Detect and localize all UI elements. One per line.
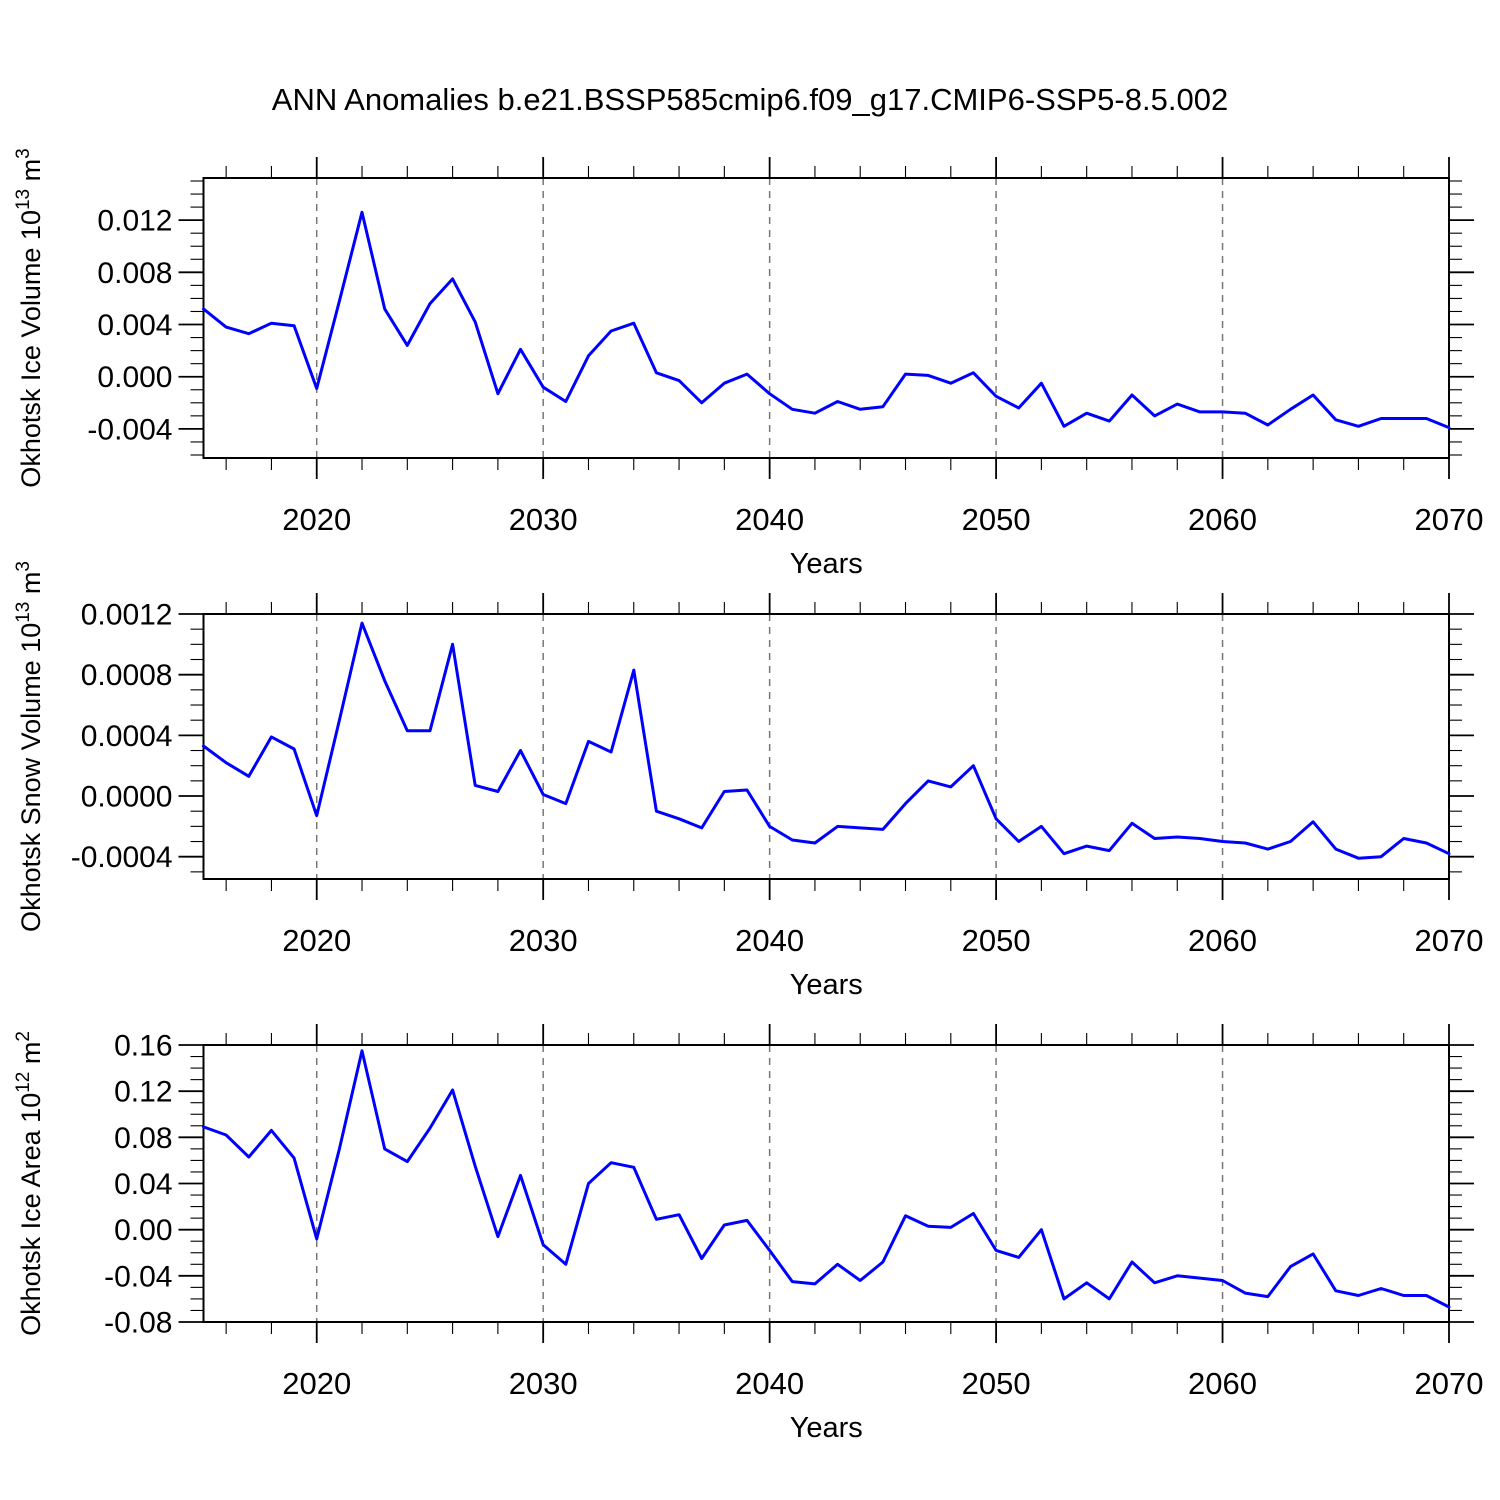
y-tick-label: 0.0008 [81,659,173,692]
chart-title: ANN Anomalies b.e21.BSSP585cmip6.f09_g17… [271,82,1229,117]
x-tick-label: 2050 [962,502,1031,537]
y-tick-label: 0.008 [97,257,172,290]
x-tick-label: 2060 [1188,923,1257,958]
x-tick-label: 2030 [509,502,578,537]
x-tick-label: 2020 [282,923,351,958]
x-axis-title: Years [790,969,863,1001]
plot-frame [202,613,1450,880]
y-axis-title: Okhotsk Ice Area 1012 m2 [13,1031,46,1336]
y-tick-label: 0.0000 [81,781,173,814]
x-tick-label: 2030 [509,1366,578,1401]
y-tick-label: 0.00 [114,1214,172,1247]
y-tick-label: 0.0012 [81,599,173,632]
x-tick-label: 2070 [1415,1366,1484,1401]
axis-ticks [178,593,1474,900]
x-tick-label: 2060 [1188,502,1257,537]
y-tick-label: 0.000 [97,361,172,394]
panel-ice-volume: -0.004 0.000 0.004 0.008 0.012 2020 2030 2040 20… [13,148,1483,580]
x-tick-label: 2050 [962,1366,1031,1401]
x-axis-title: Years [790,548,863,580]
y-tick-label: 0.012 [97,205,172,238]
data-line-snow-volume [202,621,1451,860]
y-axis-title: Okhotsk Ice Volume 1013 m3 [13,148,46,487]
axis-ticks [178,157,1474,479]
x-tick-label: 2040 [735,1366,804,1401]
y-tick-label: -0.004 [87,413,172,446]
x-axis-title: Years [790,1412,863,1444]
x-tick-label: 2020 [282,502,351,537]
x-tick-label: 2070 [1415,923,1484,958]
x-tick-label: 2050 [962,923,1031,958]
x-tick-label: 2020 [282,1366,351,1401]
data-line-ice-area [202,1049,1451,1309]
x-tick-label: 2040 [735,923,804,958]
y-tick-label: -0.08 [104,1307,172,1340]
x-tick-label: 2030 [509,923,578,958]
panel-ice-area: -0.08 -0.04 0.00 0.04 0.08 0.12 0.16 2020 2030 20… [13,1024,1483,1444]
y-tick-label: 0.0004 [81,720,173,753]
panel-snow-volume: -0.0004 0.0000 0.0004 0.0008 0.0012 2020 2030 2… [13,561,1483,1001]
y-tick-label: 0.004 [97,309,172,342]
data-line-ice-volume [202,210,1451,430]
axis-ticks [178,1024,1474,1343]
y-tick-label: 0.08 [114,1122,172,1155]
y-tick-label: 0.16 [114,1030,172,1063]
y-tick-label: -0.0004 [71,841,173,874]
plot-frame [202,177,1450,459]
x-tick-label: 2060 [1188,1366,1257,1401]
y-tick-label: 0.12 [114,1076,172,1109]
plot-frame [202,1044,1450,1323]
x-tick-label: 2040 [735,502,804,537]
x-tick-label: 2070 [1415,502,1484,537]
y-tick-label: 0.04 [114,1168,172,1201]
y-axis-title: Okhotsk Snow Volume 1013 m3 [13,561,46,932]
y-tick-label: -0.04 [104,1260,172,1293]
